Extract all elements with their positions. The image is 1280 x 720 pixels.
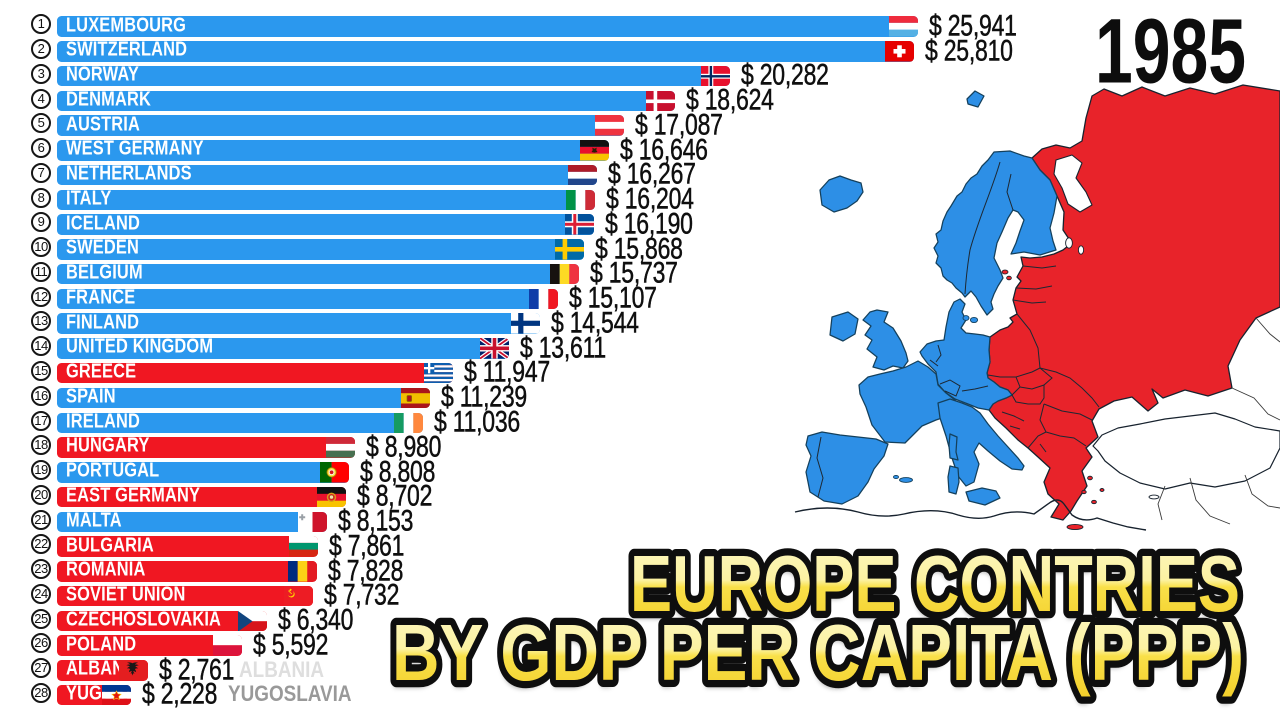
svg-text:1985: 1985	[1095, 1, 1246, 91]
svg-text:BY GDP PER CAPITA (PPP): BY GDP PER CAPITA (PPP)	[392, 613, 1244, 702]
svg-text:EUROPE CONTRIES: EUROPE CONTRIES	[630, 544, 1240, 633]
svg-text:BY GDP PER CAPITA (PPP): BY GDP PER CAPITA (PPP)	[392, 608, 1244, 697]
svg-text:EUROPE CONTRIES: EUROPE CONTRIES	[630, 540, 1240, 628]
